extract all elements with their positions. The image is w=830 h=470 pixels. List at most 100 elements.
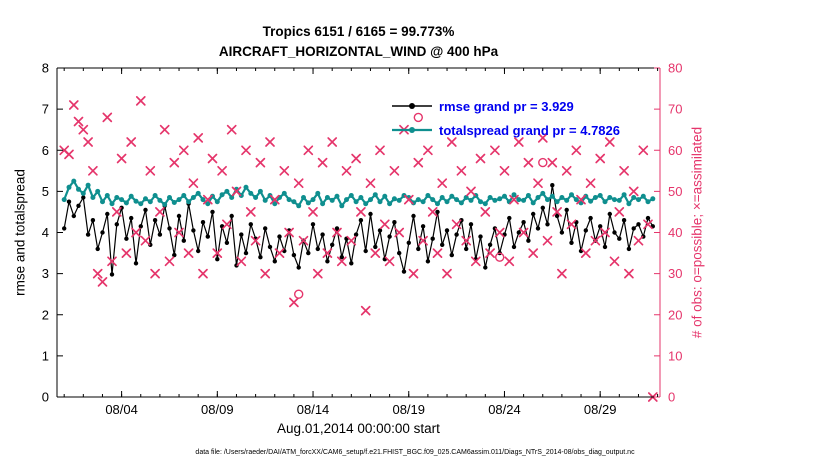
rmse-point	[267, 244, 273, 250]
obs-assimilated-x-marker	[614, 207, 625, 217]
obs-assimilated-x-marker	[542, 235, 553, 246]
obs-assimilated-x-marker	[432, 248, 443, 258]
obs-assimilated-x-marker	[97, 277, 108, 287]
totalspread-point	[454, 197, 460, 203]
totalspread-point	[190, 195, 196, 200]
obs-assimilated-x-marker	[475, 153, 486, 164]
totalspread-point	[573, 197, 579, 203]
totalspread-point	[530, 200, 536, 206]
rmse-point	[621, 218, 627, 223]
rmse-point	[373, 244, 378, 250]
rmse-point	[90, 218, 96, 223]
obs-assimilated-x-marker	[585, 178, 596, 189]
totalspread-point	[439, 195, 445, 200]
obs-assimilated-x-marker	[164, 256, 175, 267]
totalspread-point	[114, 195, 120, 200]
rmse-point	[416, 246, 421, 252]
obs-assimilated-x-marker	[346, 235, 357, 246]
obs-assimilated-x-marker	[403, 194, 414, 205]
obs-assimilated-x-marker	[116, 153, 127, 164]
obs-assimilated-x-marker	[145, 165, 156, 176]
totalspread-point	[612, 197, 617, 203]
rmse-point	[583, 228, 588, 233]
totalspread-point	[243, 184, 249, 190]
obs-assimilated-x-marker	[423, 145, 433, 156]
totalspread-point	[100, 199, 105, 205]
obs-assimilated-x-marker	[595, 153, 606, 164]
obs-assimilated-x-marker	[590, 235, 601, 246]
legend-item-totalspread: totalspread grand pr = 4.7826	[392, 118, 620, 142]
totalspread-point	[607, 195, 613, 200]
chart-subtitle: AIRCRAFT_HORIZONTAL_WIND @ 400 hPa	[218, 44, 499, 59]
totalspread-point	[358, 195, 364, 200]
totalspread-point	[588, 198, 594, 204]
y-right-tick-label: 80	[668, 61, 682, 76]
obs-assimilated-x-marker	[92, 268, 103, 279]
y-left-tick-label: 0	[42, 390, 49, 405]
obs-assimilated-x-marker	[303, 145, 314, 156]
rmse-point	[181, 238, 186, 243]
rmse-point	[377, 228, 383, 233]
totalspread-point	[143, 196, 148, 202]
obs-assimilated-x-marker	[413, 157, 424, 168]
totalspread-point	[449, 193, 455, 199]
obs-assimilated-x-marker	[279, 165, 290, 176]
rmse-point	[129, 215, 134, 221]
totalspread-point	[521, 197, 527, 203]
x-tick-label: 08/14	[297, 402, 330, 417]
totalspread-point	[329, 197, 335, 203]
y-left-tick-label: 1	[42, 348, 49, 363]
rmse-point	[397, 250, 402, 256]
obs-assimilated-x-marker	[274, 248, 285, 258]
legend-label-rmse: rmse grand pr = 3.929	[439, 98, 574, 114]
rmse-point	[406, 240, 411, 245]
totalspread-point	[636, 197, 641, 203]
totalspread-point	[516, 197, 522, 203]
legend: rmse grand pr = 3.929 totalspread grand …	[392, 94, 620, 142]
x-tick-label: 08/09	[201, 402, 234, 417]
totalspread-point	[85, 182, 91, 188]
y-right-tick-label: 40	[668, 225, 682, 240]
chart-title: Tropics 6151 / 6165 = 99.773%	[262, 24, 455, 39]
obs-assimilated-x-marker	[470, 256, 481, 267]
totalspread-point	[492, 197, 498, 203]
obs-assimilated-x-marker	[150, 268, 160, 279]
obs-assimilated-x-marker	[336, 256, 347, 267]
rmse-point	[85, 232, 91, 237]
rmse-point	[277, 234, 282, 239]
obs-assimilated-x-marker	[298, 235, 309, 246]
totalspread-point	[535, 195, 541, 200]
totalspread-point	[363, 201, 369, 207]
obs-assimilated-x-marker	[628, 186, 639, 197]
totalspread-point	[76, 186, 81, 192]
obs-assimilated-x-marker	[222, 219, 232, 230]
rmse-point	[306, 250, 311, 256]
obs-assimilated-x-marker	[408, 268, 419, 279]
obs-assimilated-x-marker	[212, 248, 223, 258]
totalspread-point	[195, 190, 201, 196]
obs-assimilated-x-marker	[566, 219, 577, 230]
rmse-point	[200, 220, 206, 225]
obs-assimilated-x-marker	[547, 157, 558, 168]
obs-assimilated-x-marker	[494, 227, 505, 238]
obs-possible-circle-marker	[413, 112, 423, 123]
totalspread-point	[109, 201, 115, 207]
totalspread-point	[248, 190, 254, 196]
totalspread-point	[200, 197, 206, 203]
obs-assimilated-x-marker	[317, 157, 328, 168]
y-right-tick-label: 50	[668, 184, 682, 199]
totalspread-point	[415, 197, 421, 203]
rmse-point	[392, 220, 397, 225]
obs-assimilated-x-marker	[78, 124, 89, 135]
obs-assimilated-x-marker	[83, 137, 93, 147]
rmse-point	[71, 213, 77, 219]
rmse-point	[310, 222, 316, 227]
obs-assimilated-x-marker	[576, 194, 586, 205]
totalspread-point	[90, 195, 96, 200]
totalspread-point	[157, 197, 163, 203]
rmse-point	[430, 236, 435, 241]
totalspread-point	[128, 193, 134, 199]
x-tick-label: 08/29	[584, 402, 617, 417]
obs-assimilated-x-marker	[135, 96, 146, 106]
obs-assimilated-markers	[59, 96, 658, 402]
